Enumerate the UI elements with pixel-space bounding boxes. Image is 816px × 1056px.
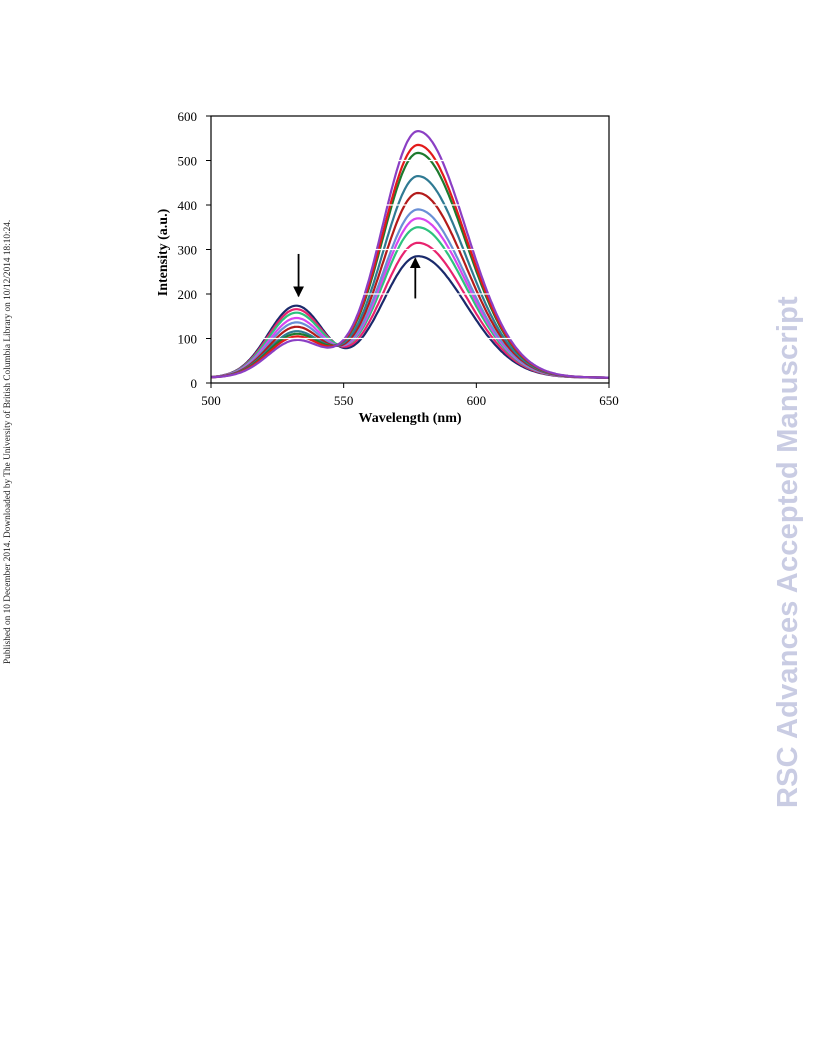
- annotation-arrows: [293, 253, 421, 299]
- y-tick-label: 300: [178, 243, 198, 258]
- y-tick-label: 400: [178, 198, 198, 213]
- y-tick-label: 500: [178, 154, 198, 169]
- y-axis-title: Intensity (a.u.): [156, 208, 171, 296]
- gridlines: [211, 159, 609, 340]
- y-tick-label: 100: [178, 332, 198, 347]
- y-tick-label: 200: [178, 287, 198, 302]
- x-axis-title: Wavelength (nm): [358, 411, 461, 426]
- x-tick-label: 500: [201, 393, 221, 408]
- axis-ticks: 500 550 600 650 0 100 200 300 400 500 600: [178, 109, 619, 408]
- y-tick-label: 600: [178, 109, 198, 124]
- spectrum-line-10: [210, 129, 609, 379]
- spectra-series: [210, 129, 609, 379]
- y-tick-label: 0: [191, 376, 198, 391]
- emission-spectra-chart: 500 550 600 650 0 100 200 300 400 500 600 Waveleng…: [156, 109, 619, 426]
- x-tick-label: 550: [334, 393, 354, 408]
- x-tick-label: 600: [467, 393, 487, 408]
- x-tick-label: 650: [599, 393, 619, 408]
